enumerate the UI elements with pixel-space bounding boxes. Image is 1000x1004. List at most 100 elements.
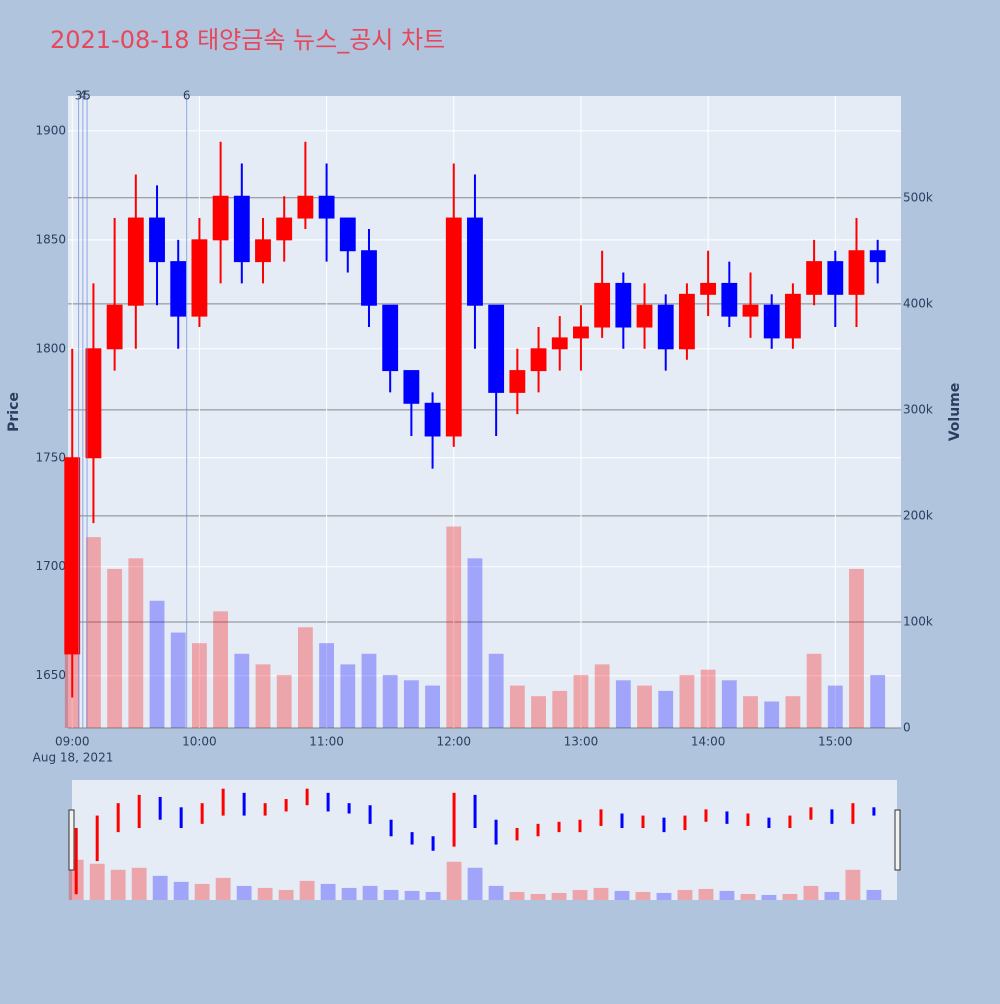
candle-body (763, 304, 780, 339)
volume-bar (615, 680, 631, 728)
slider-volume-bar (803, 885, 819, 900)
candle-body (339, 217, 356, 252)
volume-bar (806, 653, 822, 728)
slider-volume-bar (404, 890, 420, 900)
volume-bar (467, 558, 483, 728)
volume-bar (721, 680, 737, 728)
volume-bar (658, 690, 674, 728)
range-slider[interactable] (72, 780, 897, 900)
y2-tick-label: 500k (903, 190, 933, 204)
y2-tick-label: 100k (903, 614, 933, 628)
candle-body (318, 195, 335, 219)
slider-volume-bar (215, 877, 231, 900)
y2-tick-label: 300k (903, 402, 933, 416)
candle-body (636, 304, 653, 328)
slider-volume-bar (257, 887, 273, 900)
candle-body (806, 261, 823, 295)
candle-body (64, 457, 81, 655)
candle-body (594, 282, 611, 328)
volume-bar (213, 611, 229, 728)
slider-volume-bar (551, 892, 567, 900)
candle-body (403, 370, 420, 404)
candle-body (170, 261, 187, 317)
volume-bar (764, 701, 780, 728)
candle-body (551, 337, 568, 350)
candle-body (85, 348, 102, 459)
candle-body (297, 195, 314, 219)
volume-bar (107, 568, 123, 728)
slider-volume-bar (719, 890, 735, 900)
volume-bar (594, 664, 610, 728)
volume-bar (234, 653, 250, 728)
x-tick-label: 09:00 (55, 735, 90, 749)
slider-handle-left[interactable] (68, 809, 75, 871)
volume-bar (86, 537, 101, 728)
volume-bar (870, 674, 886, 728)
candle-body (127, 217, 144, 306)
candle-body (869, 250, 886, 263)
slider-volume-bar (866, 889, 882, 900)
y-tick-label: 1850 (35, 232, 66, 246)
slider-volume-bar (824, 891, 840, 900)
volume-bar (276, 674, 292, 728)
volume-bar (319, 643, 335, 728)
news-marker-label: 3 (75, 89, 83, 103)
slider-volume-bar (110, 869, 126, 900)
slider-volume-bar (698, 888, 714, 900)
y2-axis-title: Volume (947, 383, 963, 442)
x-tick-label: 14:00 (691, 735, 726, 749)
volume-bar (531, 696, 546, 728)
slider-volume-bar (362, 885, 378, 900)
volume-bar (403, 680, 419, 728)
y2-tick-label: 200k (903, 508, 933, 522)
candle-body (255, 239, 271, 263)
candle-body (361, 250, 377, 306)
slider-volume-bar (572, 889, 588, 900)
candle-body (233, 195, 250, 263)
slider-volume-bar (614, 890, 630, 900)
volume-bar (446, 526, 462, 728)
slider-volume-bar (593, 887, 609, 900)
candle-body (488, 304, 505, 393)
y-axis-title: Price (6, 392, 22, 432)
volume-bar (827, 685, 843, 728)
y-tick-label: 1700 (35, 559, 66, 573)
slider-volume-bar (635, 891, 651, 900)
slider-volume-bar (656, 892, 672, 900)
slider-volume-bar (131, 867, 147, 900)
candle-body (679, 293, 695, 350)
candle-body (212, 195, 229, 241)
chart-title: 2021-08-18 태양금속 뉴스_공시 차트 (50, 26, 445, 54)
news-marker-label: 5 (83, 89, 91, 103)
candle-body (657, 304, 674, 350)
candle-body (467, 217, 483, 306)
volume-bar (573, 674, 589, 728)
candle-body (721, 282, 738, 317)
slider-volume-bar (299, 880, 315, 900)
candle-body (382, 304, 399, 372)
x-tick-label: 12:00 (436, 735, 471, 749)
candle-body (742, 304, 759, 317)
slider-volume-bar (173, 881, 189, 900)
slider-volume-bar (425, 891, 441, 900)
candle-body (700, 282, 717, 295)
volume-bar (340, 664, 356, 728)
news-marker-label: 6 (183, 89, 191, 103)
slider-volume-bar (341, 887, 357, 900)
slider-handle-right[interactable] (894, 809, 901, 871)
volume-bar (679, 674, 695, 728)
slider-volume-bar (509, 891, 525, 900)
candle-body (276, 217, 293, 241)
candle-body (573, 326, 589, 339)
volume-bar (149, 600, 165, 728)
y-tick-label: 1650 (35, 668, 66, 682)
slider-volume-bar (530, 893, 546, 900)
candle-body (509, 370, 526, 393)
volume-bar (509, 685, 525, 728)
slider-volume-bar (782, 893, 798, 900)
slider-volume-bar (761, 894, 777, 900)
slider-volume-bar (845, 869, 861, 900)
candle-body (445, 217, 462, 437)
plot-area (68, 96, 901, 728)
